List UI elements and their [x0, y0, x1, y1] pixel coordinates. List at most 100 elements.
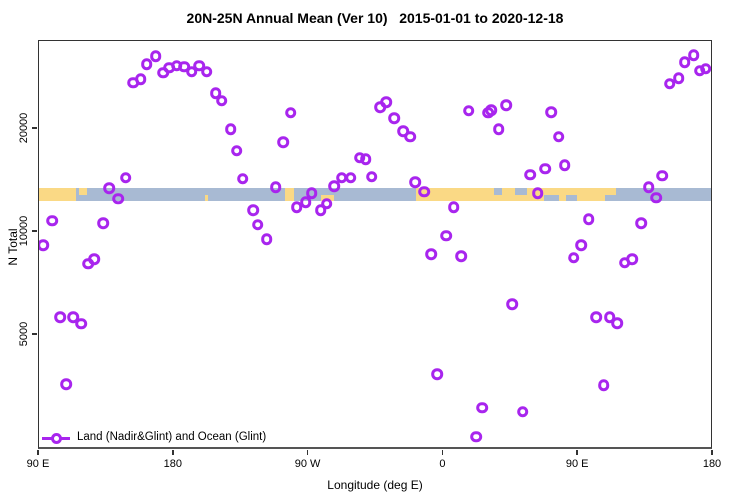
data-point [463, 105, 475, 117]
data-point [344, 171, 357, 184]
data-point [642, 181, 655, 194]
chart-title: 20N-25N Annual Mean (Ver 10) 2015-01-01 … [186, 10, 564, 26]
y-tick-mark [32, 333, 37, 335]
data-point [582, 213, 595, 225]
data-point [672, 72, 685, 84]
data-point [493, 123, 505, 135]
x-tick-mark [172, 450, 174, 455]
x-tick-label: 180 [163, 458, 182, 470]
x-tick-label: 90 W [294, 458, 321, 470]
data-point [663, 78, 676, 90]
data-point [200, 65, 213, 78]
x-tick-label: 180 [702, 458, 722, 470]
data-point [516, 405, 529, 418]
data-point [558, 159, 571, 171]
data-point [247, 204, 259, 216]
data-point [67, 311, 80, 323]
x-tick-mark [306, 450, 309, 455]
data-point [251, 218, 264, 231]
map-strip-land [416, 188, 616, 202]
data-point [470, 430, 483, 443]
data-point [54, 311, 66, 323]
data-point [678, 56, 691, 68]
data-point [418, 186, 430, 198]
plot-area: Land (Nadir&Glint) and Ocean (Glint) [38, 40, 712, 449]
map-strip-land [39, 188, 77, 202]
data-point [112, 193, 125, 205]
data-point [650, 191, 662, 204]
x-tick-mark [37, 450, 39, 455]
data-point [539, 162, 552, 175]
map-strip-ocean-inlet [515, 188, 528, 195]
map-strip-ocean-inlet [494, 188, 502, 195]
data-point [290, 201, 303, 214]
data-point [524, 168, 537, 181]
data-point [127, 76, 140, 89]
x-tick-mark [711, 450, 713, 455]
data-point [305, 187, 318, 199]
data-point [82, 258, 95, 270]
data-point [545, 106, 558, 118]
data-point [699, 62, 711, 75]
data-point [567, 252, 580, 264]
x-tick-mark [576, 450, 578, 455]
data-point [455, 250, 468, 262]
data-point [320, 197, 333, 210]
data-point [485, 104, 498, 116]
legend-marker-icon [51, 432, 62, 444]
data-point [590, 311, 602, 323]
data-point [431, 368, 444, 380]
data-point [552, 130, 565, 143]
x-tick-label: 90 E [26, 458, 50, 470]
map-strip-land [205, 194, 209, 202]
data-point [299, 196, 312, 209]
y-tick-label: 5000 [18, 321, 30, 347]
data-point [388, 112, 400, 125]
legend-label: Land (Nadir&Glint) and Ocean (Glint) [77, 431, 267, 443]
x-tick-label: 90 E [565, 458, 589, 470]
data-point [97, 217, 110, 230]
data-point [185, 65, 198, 78]
data-point [531, 187, 544, 199]
data-point [328, 180, 340, 193]
data-point [500, 99, 513, 111]
data-point [314, 204, 327, 216]
data-point [236, 173, 249, 185]
map-strip-ocean-inlet [543, 194, 559, 202]
data-point [440, 230, 453, 242]
data-point [269, 181, 282, 194]
data-point [141, 58, 153, 70]
data-point [75, 317, 87, 330]
data-point [425, 248, 438, 260]
data-point [575, 239, 587, 251]
data-point [60, 378, 72, 390]
map-strip-land [284, 188, 294, 202]
data-point [215, 94, 228, 107]
y-axis-label: N Total [6, 228, 20, 266]
y-tick-mark [32, 230, 37, 232]
x-tick-mark [441, 450, 444, 455]
y-tick-label: 20000 [18, 112, 30, 144]
map-strip-land [79, 188, 87, 195]
data-point [359, 153, 372, 166]
data-point [611, 317, 623, 329]
data-point [277, 136, 289, 148]
data-point [150, 50, 162, 62]
data-point [635, 217, 647, 230]
map-strip-ocean-inlet [605, 194, 616, 202]
data-point [626, 253, 638, 265]
data-point [260, 233, 273, 245]
data-point [209, 87, 222, 99]
data-point [46, 214, 59, 227]
data-point [404, 130, 417, 143]
data-point [597, 379, 610, 392]
data-point [380, 96, 393, 108]
data-point [224, 123, 237, 135]
data-point [687, 49, 700, 61]
data-point [409, 176, 421, 188]
data-point [476, 402, 489, 414]
map-strip-ocean-inlet [566, 194, 577, 202]
data-point [120, 171, 132, 184]
data-point [603, 311, 616, 323]
data-point [103, 182, 116, 195]
